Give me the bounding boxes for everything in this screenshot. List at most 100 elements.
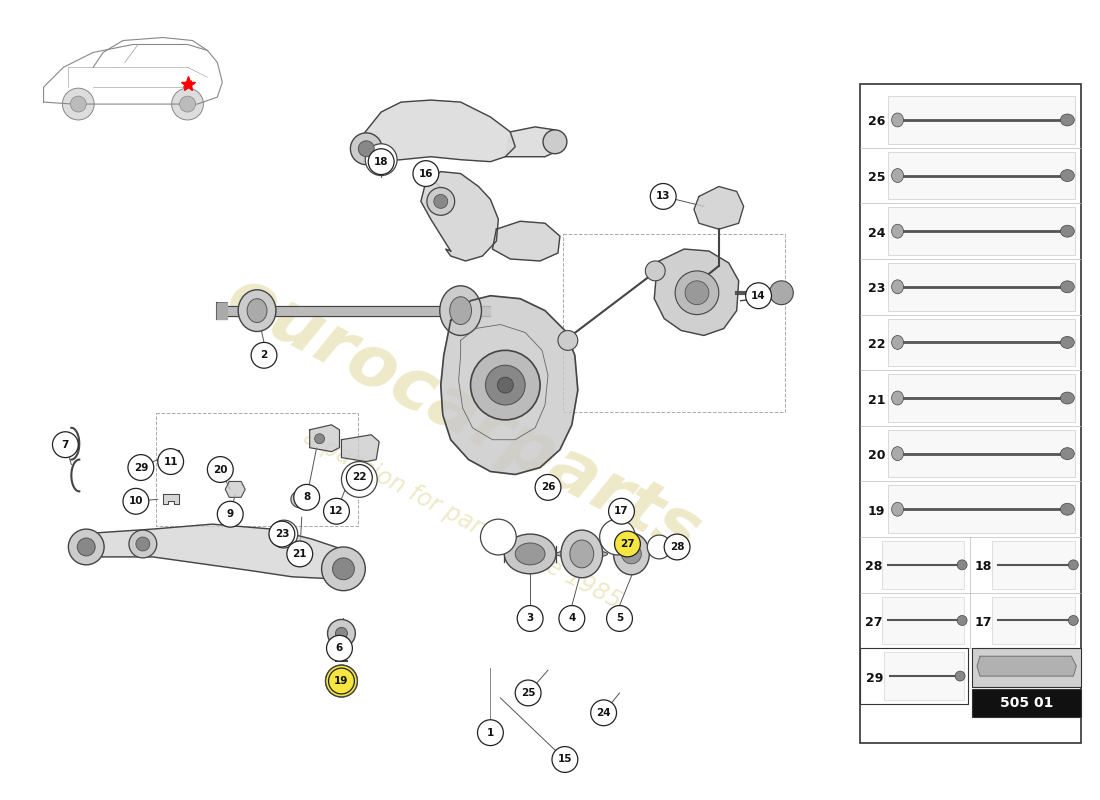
Text: 22: 22	[868, 338, 886, 351]
Polygon shape	[310, 425, 340, 452]
Text: 23: 23	[868, 282, 886, 295]
Ellipse shape	[515, 543, 544, 565]
Ellipse shape	[1068, 560, 1078, 570]
Text: 25: 25	[868, 171, 886, 184]
Circle shape	[535, 474, 561, 500]
Circle shape	[172, 88, 204, 120]
Circle shape	[341, 462, 377, 498]
Text: 18: 18	[374, 157, 388, 166]
Ellipse shape	[570, 540, 594, 568]
Circle shape	[359, 141, 374, 157]
Text: 12: 12	[329, 506, 343, 516]
Circle shape	[543, 130, 566, 154]
Circle shape	[129, 530, 157, 558]
Ellipse shape	[957, 615, 967, 626]
Ellipse shape	[1060, 226, 1075, 237]
Polygon shape	[421, 171, 498, 261]
Ellipse shape	[1060, 503, 1075, 515]
Text: 14: 14	[751, 290, 766, 301]
Ellipse shape	[892, 113, 903, 127]
Circle shape	[323, 498, 350, 524]
Ellipse shape	[290, 490, 312, 508]
Circle shape	[485, 366, 525, 405]
Text: 23: 23	[275, 529, 289, 539]
Text: 19: 19	[334, 676, 349, 686]
Polygon shape	[356, 100, 515, 162]
Text: 15: 15	[558, 754, 572, 765]
Text: 27: 27	[620, 539, 635, 549]
Circle shape	[294, 485, 320, 510]
Circle shape	[746, 283, 771, 309]
Text: 26: 26	[868, 115, 886, 129]
Ellipse shape	[614, 533, 649, 574]
Circle shape	[251, 342, 277, 368]
Bar	[972, 689, 1081, 718]
Bar	[992, 597, 1076, 644]
Text: 19: 19	[868, 505, 886, 518]
Bar	[860, 648, 968, 704]
Bar	[888, 96, 1076, 144]
Circle shape	[315, 434, 324, 444]
Circle shape	[770, 281, 793, 305]
Bar	[992, 541, 1076, 589]
Bar	[888, 486, 1076, 533]
Circle shape	[136, 537, 150, 551]
Ellipse shape	[1060, 448, 1075, 459]
Ellipse shape	[1060, 337, 1075, 348]
Polygon shape	[977, 656, 1076, 676]
Circle shape	[328, 619, 355, 647]
Text: 3: 3	[527, 614, 534, 623]
Ellipse shape	[239, 290, 276, 331]
Circle shape	[287, 541, 312, 567]
Circle shape	[515, 680, 541, 706]
Circle shape	[481, 519, 516, 555]
Circle shape	[327, 635, 352, 661]
Polygon shape	[163, 450, 178, 459]
Ellipse shape	[892, 446, 903, 461]
Circle shape	[123, 488, 148, 514]
Ellipse shape	[955, 671, 965, 681]
Text: 18: 18	[975, 560, 992, 574]
Polygon shape	[505, 127, 565, 157]
Circle shape	[497, 377, 514, 393]
Text: 22: 22	[352, 473, 366, 482]
Polygon shape	[226, 482, 245, 498]
Circle shape	[179, 96, 196, 112]
Bar	[860, 84, 1081, 742]
Circle shape	[664, 534, 690, 560]
Ellipse shape	[1060, 114, 1075, 126]
Text: eurocarparts: eurocarparts	[214, 262, 712, 570]
Ellipse shape	[892, 391, 903, 405]
Polygon shape	[341, 434, 380, 462]
Circle shape	[600, 519, 636, 555]
Text: 16: 16	[419, 169, 433, 178]
Circle shape	[332, 558, 354, 580]
Polygon shape	[654, 249, 739, 335]
Circle shape	[326, 665, 358, 697]
Ellipse shape	[957, 560, 967, 570]
Circle shape	[208, 457, 233, 482]
Circle shape	[68, 529, 104, 565]
Ellipse shape	[892, 169, 903, 182]
Text: 2: 2	[261, 350, 267, 360]
Polygon shape	[163, 494, 178, 504]
Circle shape	[412, 161, 439, 186]
Text: 29: 29	[134, 462, 148, 473]
Circle shape	[77, 538, 96, 556]
Text: 20: 20	[868, 449, 886, 462]
Ellipse shape	[556, 550, 607, 558]
Circle shape	[270, 521, 295, 547]
Polygon shape	[78, 524, 356, 578]
Text: 24: 24	[596, 708, 611, 718]
Circle shape	[433, 194, 448, 208]
Circle shape	[552, 746, 578, 772]
Circle shape	[128, 454, 154, 481]
Text: 6: 6	[336, 643, 343, 654]
Text: 505 01: 505 01	[1000, 696, 1054, 710]
Circle shape	[365, 144, 397, 175]
Ellipse shape	[1060, 392, 1075, 404]
Circle shape	[351, 133, 382, 165]
Circle shape	[621, 544, 641, 564]
Circle shape	[591, 700, 616, 726]
Text: 1: 1	[487, 728, 494, 738]
